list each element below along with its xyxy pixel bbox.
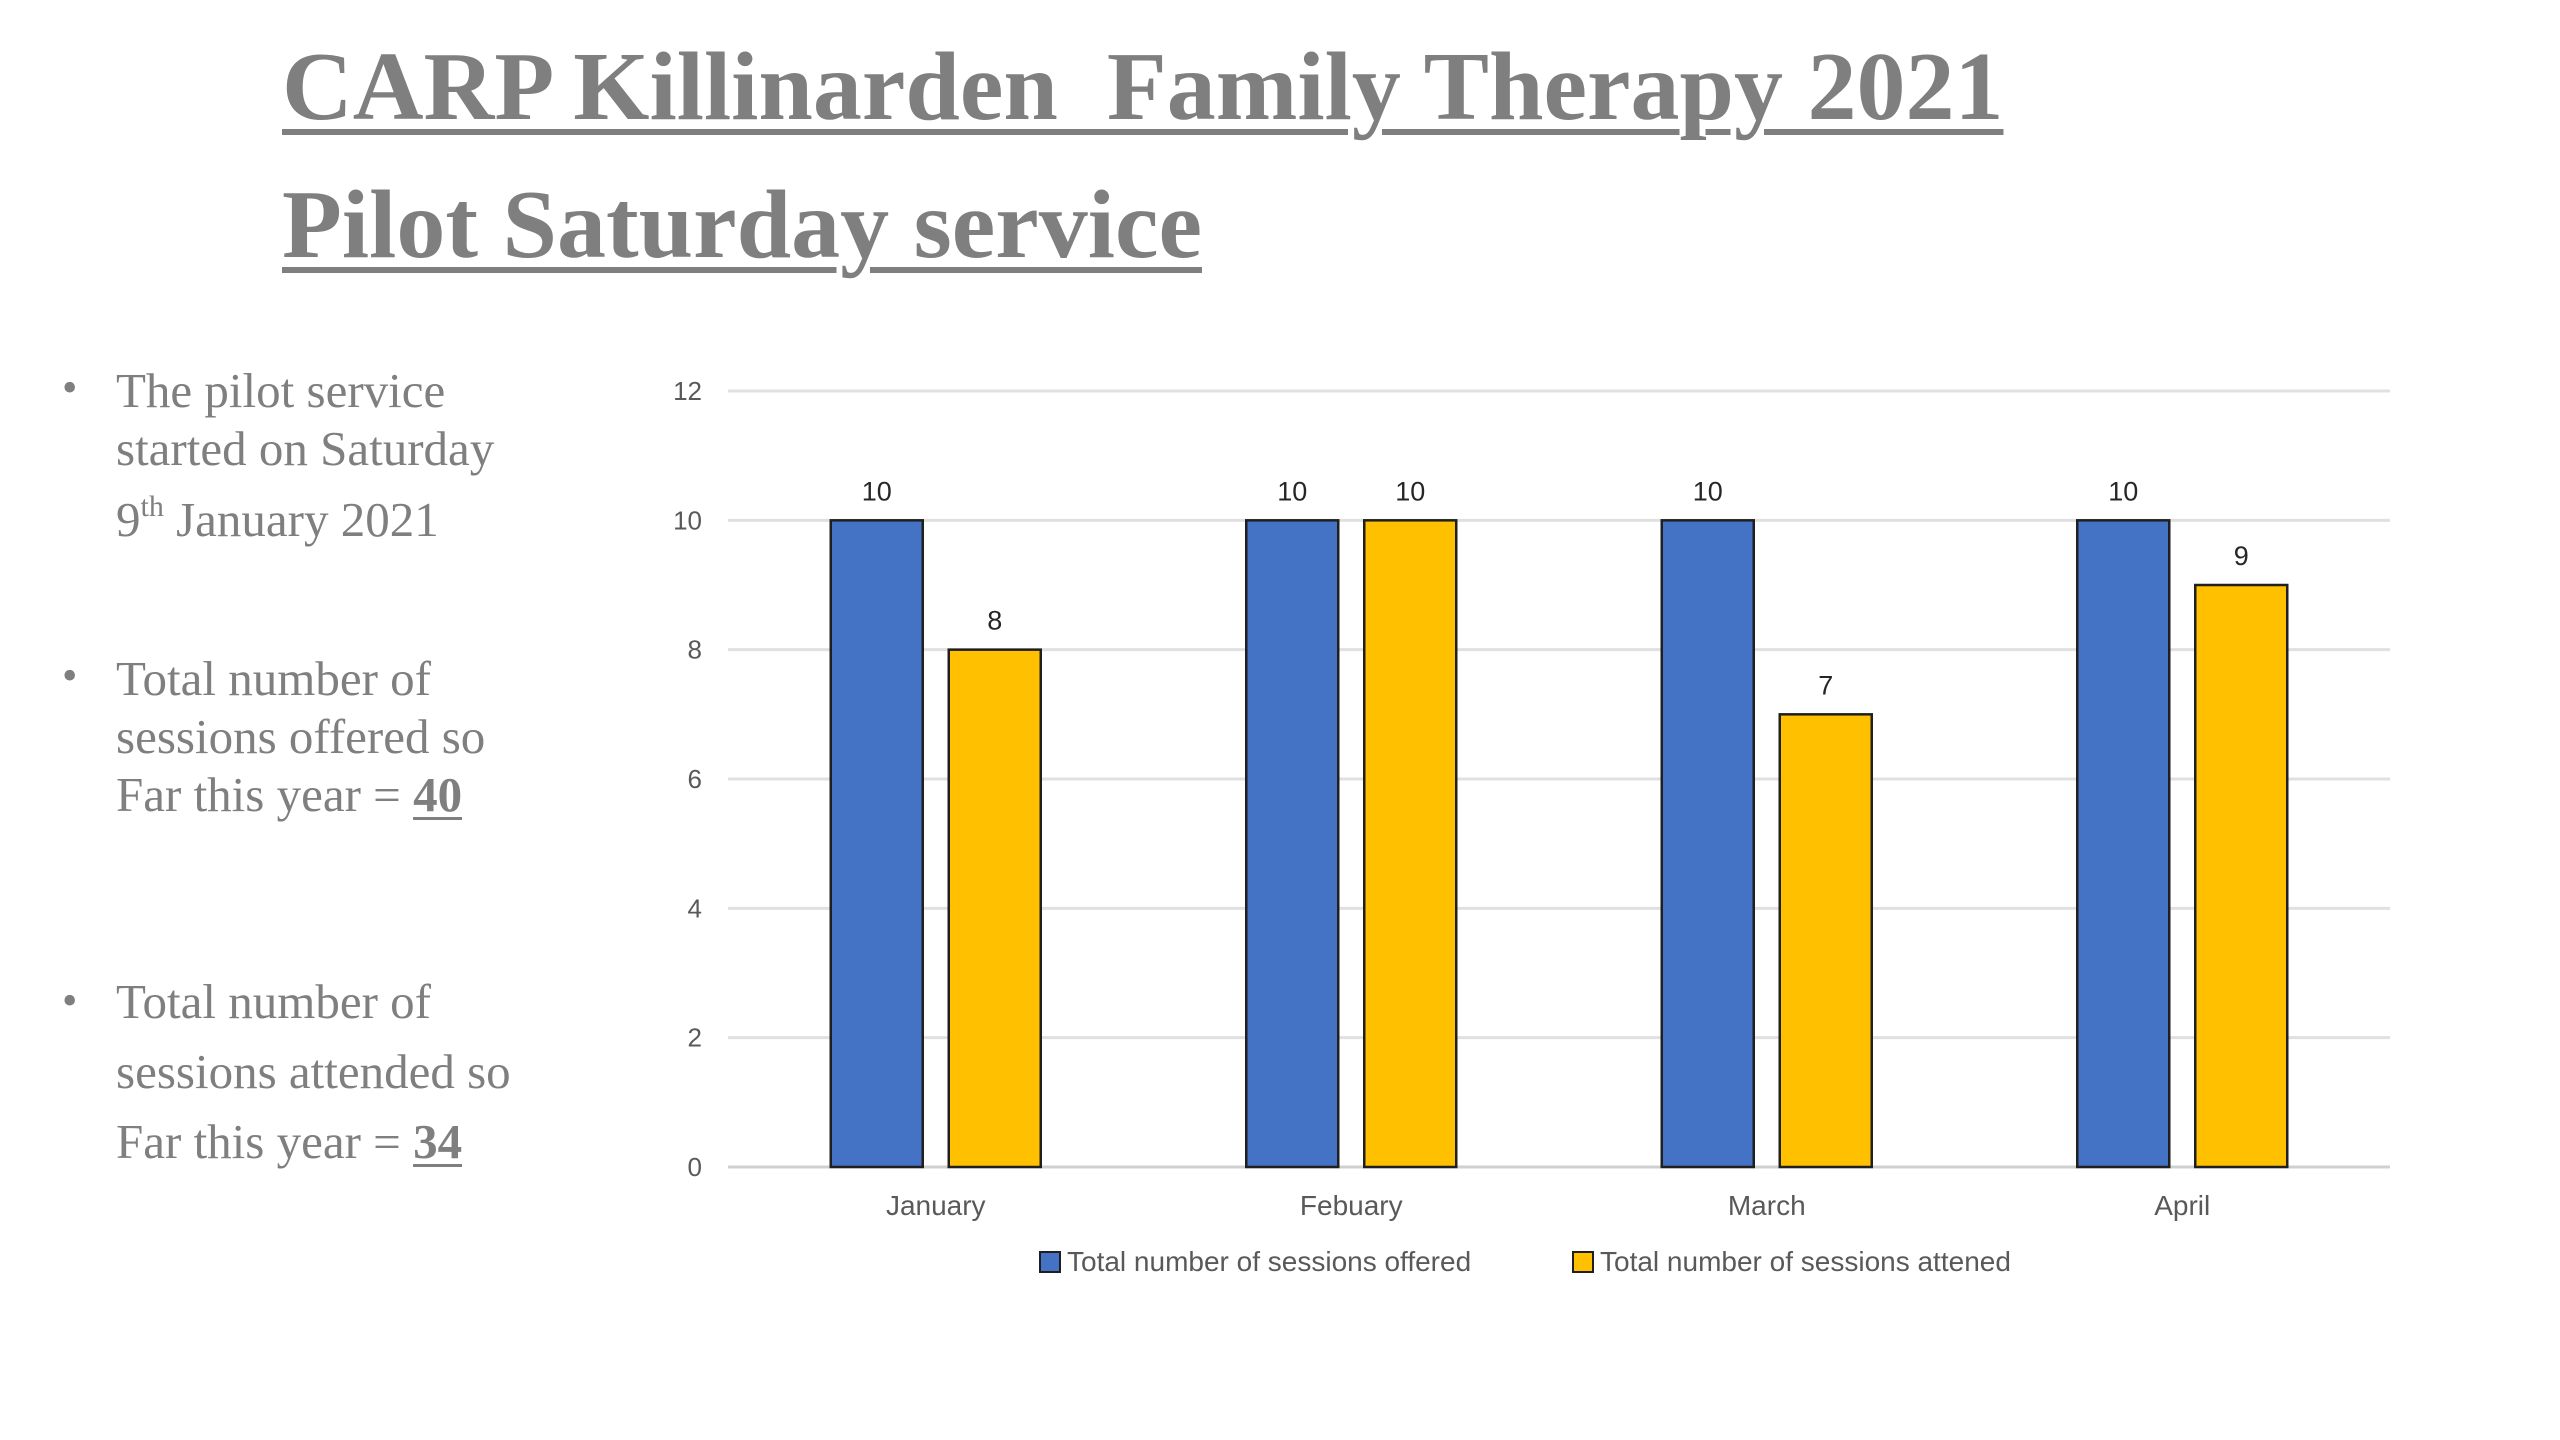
- legend-attended-label: Total number of sessions attened: [1600, 1246, 2011, 1277]
- legend-offered-label: Total number of sessions offered: [1067, 1246, 1471, 1277]
- bar-offered-january: [829, 519, 924, 1169]
- bullet-1-day: 9: [116, 492, 141, 547]
- title-line-1: CARP Killinarden Family Therapy 2021: [282, 33, 2004, 141]
- bullet-2-line-1: Total number of: [116, 651, 431, 706]
- y-tick-label: 2: [688, 1023, 702, 1053]
- y-tick-label: 0: [688, 1152, 702, 1182]
- x-category-label: April: [2154, 1190, 2210, 1221]
- bullet-dot-icon: •: [62, 363, 78, 412]
- data-label: 8: [987, 606, 1002, 636]
- x-category-label: March: [1728, 1190, 1806, 1221]
- sessions-attended-total: 34: [413, 1114, 463, 1169]
- bar-attended-febuary: [1363, 519, 1458, 1169]
- bullet-1-ordinal: th: [140, 490, 164, 523]
- bullet-1-month-year: January 2021: [163, 492, 439, 547]
- sessions-offered-total: 40: [413, 767, 463, 822]
- bullet-3-prefix: Far this year =: [116, 1114, 414, 1169]
- bullet-2-prefix: Far this year =: [116, 767, 414, 822]
- bullet-dot-icon: •: [62, 976, 78, 1025]
- data-label: 10: [1277, 476, 1307, 506]
- x-category-label: January: [886, 1190, 986, 1221]
- bar-offered-april: [2076, 519, 2171, 1169]
- bar-attended-january: [947, 648, 1042, 1169]
- bullet-1-line-2: started on Saturday: [116, 421, 495, 476]
- bullet-3-line-1: Total number of: [116, 974, 431, 1029]
- y-tick-label: 6: [688, 764, 702, 794]
- legend-attended-swatch: [1572, 1251, 1594, 1273]
- data-label: 10: [1395, 476, 1425, 506]
- title-line-2: Pilot Saturday service: [282, 171, 1202, 279]
- y-tick-label: 4: [688, 893, 702, 923]
- data-label: 10: [2108, 476, 2138, 506]
- y-tick-label: 12: [673, 376, 702, 406]
- slide-title: CARP Killinarden Family Therapy 2021 Pil…: [282, 18, 2282, 294]
- bar-offered-march: [1660, 519, 1755, 1169]
- x-category-label: Febuary: [1300, 1190, 1403, 1221]
- bullet-1-line-1: The pilot service: [116, 363, 446, 418]
- data-label: 7: [1818, 670, 1833, 700]
- bullet-2-line-2: sessions offered so: [116, 709, 486, 764]
- y-tick-label: 10: [673, 505, 702, 535]
- data-label: 9: [2234, 541, 2249, 571]
- bar-offered-febuary: [1245, 519, 1340, 1169]
- legend-offered-swatch: [1039, 1251, 1061, 1273]
- data-label: 10: [862, 476, 892, 506]
- bar-attended-april: [2194, 583, 2289, 1169]
- bullet-3-line-2: sessions attended so: [116, 1044, 511, 1099]
- data-label: 10: [1693, 476, 1723, 506]
- bullet-dot-icon: •: [62, 651, 78, 700]
- y-tick-label: 8: [688, 635, 702, 665]
- bar-attended-march: [1778, 713, 1873, 1169]
